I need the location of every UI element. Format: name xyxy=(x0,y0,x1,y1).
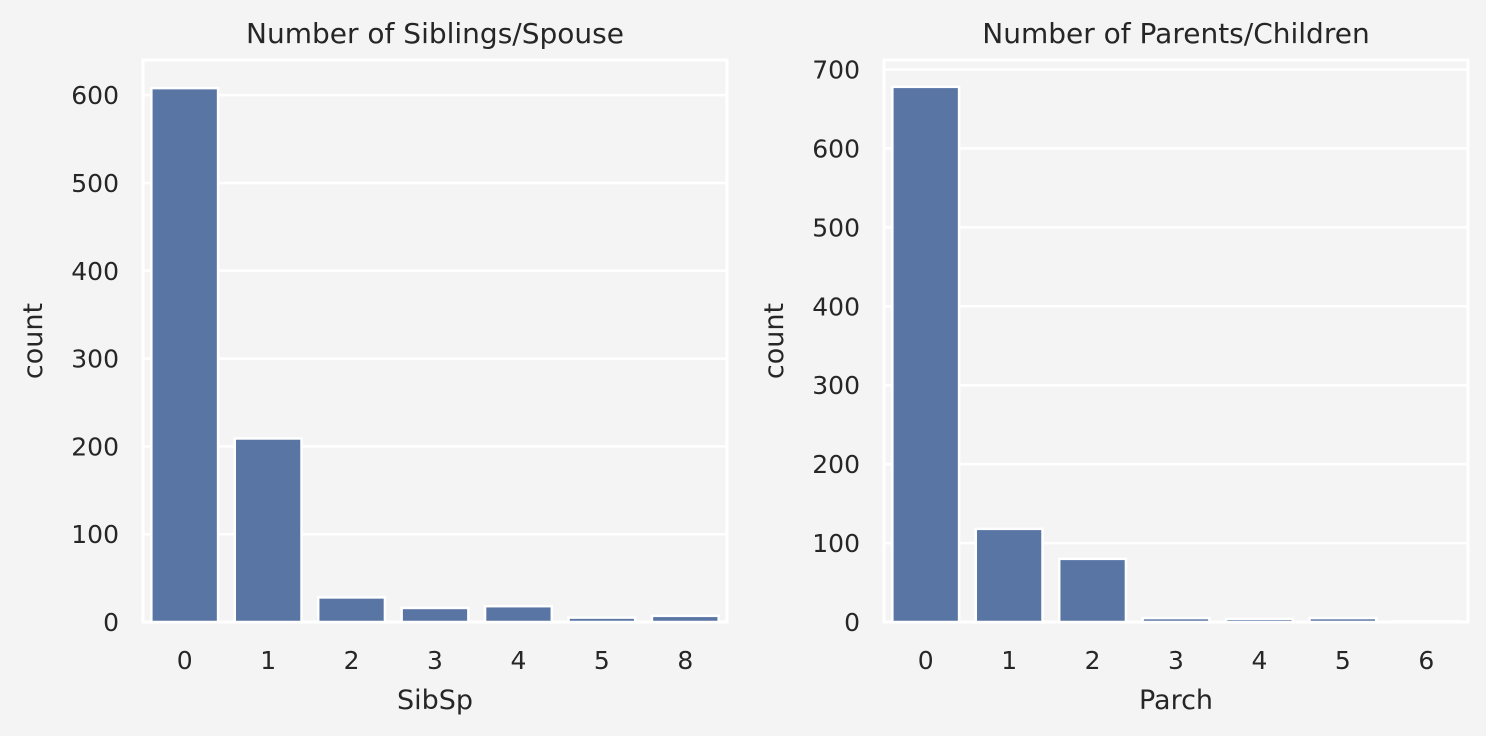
y-tick-labels: 0 100 200 300 400 500 600 700 xyxy=(812,55,860,637)
chart-parch: 0 100 200 300 400 500 600 700 0 1 2 3 4 5 6 Number of… xyxy=(759,17,1470,716)
chart-title: Number of Parents/Children xyxy=(982,17,1369,50)
bar-6 xyxy=(1391,619,1461,624)
bar-4 xyxy=(483,604,554,624)
y-tick-label: 700 xyxy=(812,55,860,84)
bar-0 xyxy=(891,85,961,624)
x-tick-label: 0 xyxy=(177,646,193,675)
x-tick-label: 8 xyxy=(677,646,693,675)
bar-1 xyxy=(233,437,303,624)
plot-area xyxy=(882,58,1470,624)
x-tick-label: 4 xyxy=(510,646,526,675)
x-tick-label: 1 xyxy=(260,646,276,675)
x-axis-label: Parch xyxy=(1139,685,1213,716)
y-tick-labels: 0 100 200 300 400 500 600 xyxy=(71,81,119,637)
y-tick-label: 0 xyxy=(844,608,860,637)
x-tick-label: 4 xyxy=(1251,646,1267,675)
x-tick-label: 1 xyxy=(1001,646,1017,675)
bar-4 xyxy=(1224,617,1295,624)
bar-2 xyxy=(1057,557,1128,624)
y-axis-label: count xyxy=(759,303,790,379)
x-tick-label: 3 xyxy=(427,646,443,675)
x-tick-label: 3 xyxy=(1168,646,1184,675)
y-tick-label: 300 xyxy=(812,371,860,400)
bar-1 xyxy=(974,527,1044,624)
y-tick-label: 300 xyxy=(71,345,119,374)
plot-area xyxy=(141,58,729,624)
y-tick-label: 600 xyxy=(812,134,860,163)
x-tick-labels: 0 1 2 3 4 5 6 xyxy=(918,646,1434,675)
x-tick-label: 0 xyxy=(918,646,934,675)
y-tick-label: 100 xyxy=(812,529,860,558)
bar-0 xyxy=(150,86,220,624)
bar-8 xyxy=(650,614,720,624)
bar-5 xyxy=(1308,616,1378,624)
x-tick-label: 5 xyxy=(1335,646,1351,675)
bars xyxy=(150,86,720,624)
x-axis-label: SibSp xyxy=(397,685,473,716)
x-tick-labels: 0 1 2 3 4 5 8 xyxy=(177,646,693,675)
y-tick-label: 500 xyxy=(71,169,119,198)
y-tick-label: 400 xyxy=(71,257,119,286)
y-tick-label: 400 xyxy=(812,292,860,321)
chart-sibsp: 0 100 200 300 400 500 600 0 1 2 3 4 5 8 Number of Si… xyxy=(18,17,729,716)
y-tick-label: 200 xyxy=(71,432,119,461)
y-tick-label: 600 xyxy=(71,81,119,110)
x-tick-label: 5 xyxy=(594,646,610,675)
x-tick-label: 6 xyxy=(1418,646,1434,675)
chart-title: Number of Siblings/Spouse xyxy=(246,17,624,50)
x-tick-label: 2 xyxy=(344,646,360,675)
y-tick-label: 0 xyxy=(103,608,119,637)
x-tick-label: 2 xyxy=(1085,646,1101,675)
y-tick-label: 100 xyxy=(71,520,119,549)
y-tick-label: 500 xyxy=(812,213,860,242)
y-tick-label: 200 xyxy=(812,450,860,479)
bar-3 xyxy=(1141,616,1211,624)
bars xyxy=(891,85,1461,624)
bar-3 xyxy=(400,606,470,624)
y-axis-label: count xyxy=(18,303,49,379)
bar-2 xyxy=(316,596,387,624)
bar-5 xyxy=(567,616,637,624)
